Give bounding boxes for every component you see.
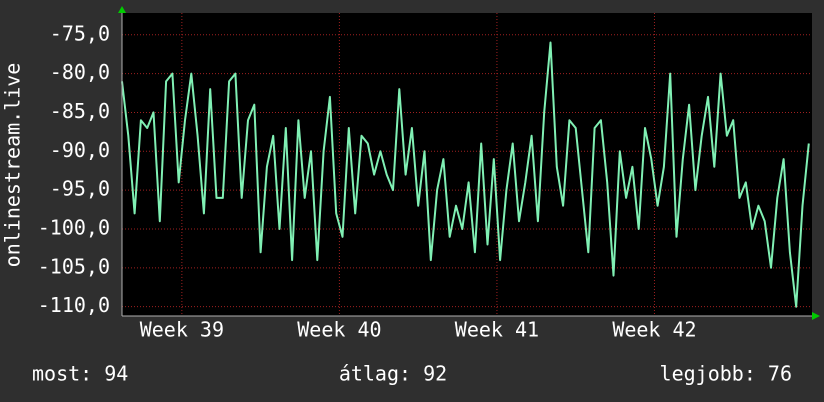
y-arrow — [118, 6, 126, 13]
x-arrow — [812, 312, 820, 320]
stat-average: átlag: 92 — [339, 362, 447, 386]
stat-current: most: 94 — [32, 362, 128, 386]
y-tick-label: -75,0 — [50, 21, 110, 45]
y-tick-label: -80,0 — [50, 60, 110, 84]
x-tick-label: Week 39 — [140, 318, 224, 342]
y-tick-label: -85,0 — [50, 99, 110, 123]
data-line — [121, 41, 810, 308]
x-tick-label: Week 42 — [612, 318, 696, 342]
y-tick-label: -90,0 — [50, 138, 110, 162]
y-axis-label: onlinestream.live — [1, 63, 25, 268]
x-tick-label: Week 40 — [297, 318, 381, 342]
y-tick-label: -95,0 — [50, 177, 110, 201]
y-tick-label: -105,0 — [38, 254, 110, 278]
plot-area — [122, 13, 812, 316]
y-tick-label: -100,0 — [38, 215, 110, 239]
y-tick-label: -110,0 — [38, 293, 110, 317]
x-tick-label: Week 41 — [455, 318, 539, 342]
stat-best: legjobb: 76 — [660, 362, 792, 386]
plot — [121, 41, 810, 308]
